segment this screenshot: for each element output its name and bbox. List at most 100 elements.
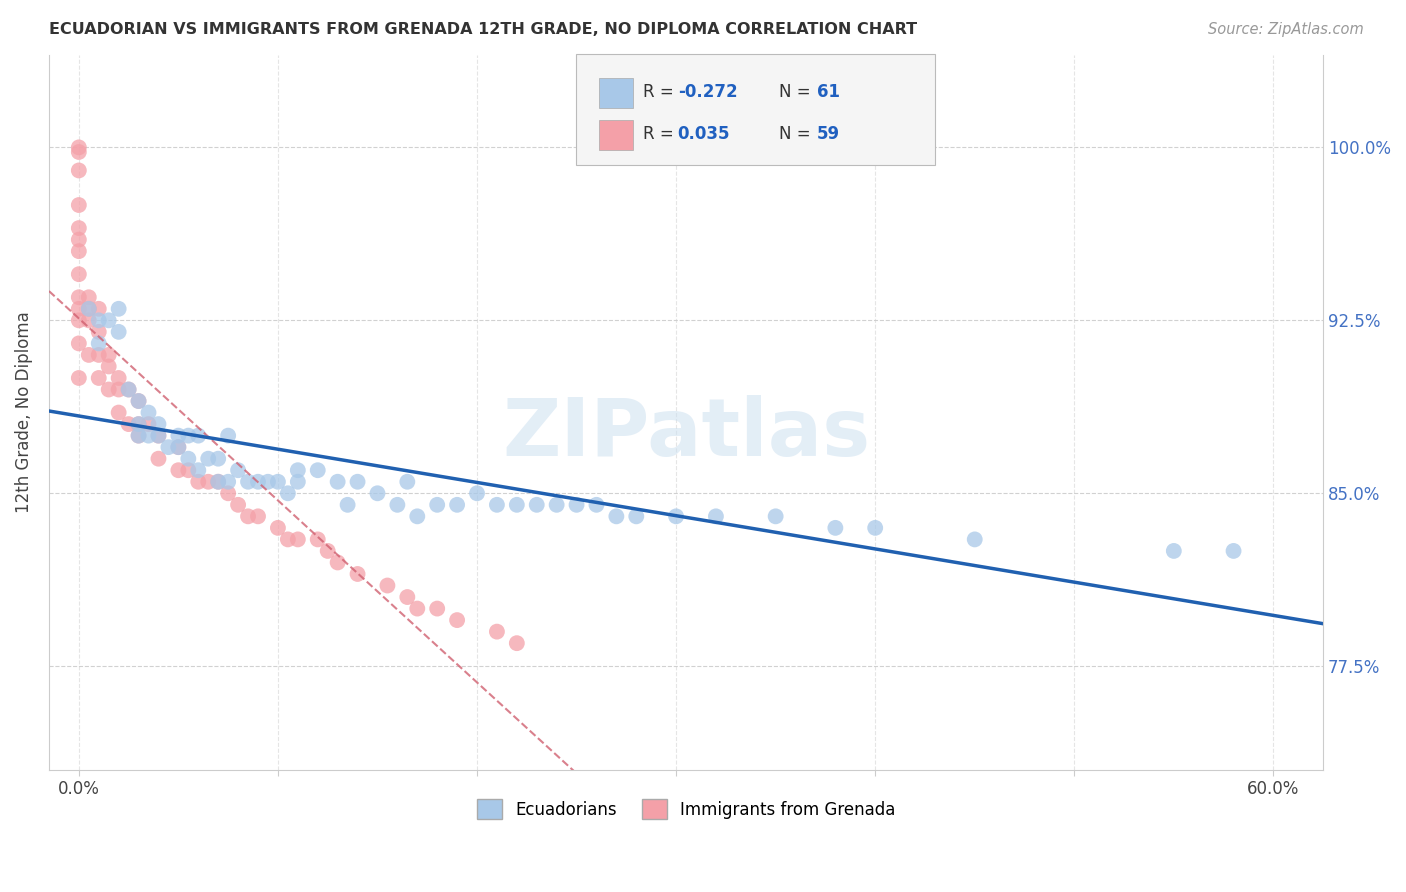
Point [207, 475, 229, 489]
Point [406, 509, 429, 524]
Point [446, 613, 468, 627]
Point [187, 428, 209, 442]
Point [107, 406, 129, 420]
Text: 59: 59 [817, 125, 839, 143]
Point [326, 475, 349, 489]
Text: -0.272: -0.272 [678, 83, 737, 101]
Point [863, 521, 886, 535]
Point [128, 428, 150, 442]
Text: ZIPatlas: ZIPatlas [502, 395, 870, 473]
Y-axis label: 12th Grade, No Diploma: 12th Grade, No Diploma [15, 311, 32, 514]
Text: R =: R = [643, 83, 679, 101]
Point [1163, 544, 1185, 558]
Point [77, 301, 100, 316]
Point [67, 267, 90, 281]
Point [87, 371, 110, 385]
Point [396, 590, 419, 604]
Point [307, 463, 329, 477]
Point [197, 451, 219, 466]
Point [87, 336, 110, 351]
Legend: Ecuadorians, Immigrants from Grenada: Ecuadorians, Immigrants from Grenada [470, 792, 903, 826]
Point [138, 428, 160, 442]
Point [67, 221, 90, 235]
Point [526, 498, 548, 512]
Point [148, 451, 170, 466]
Point [187, 463, 209, 477]
Point [138, 417, 160, 431]
Point [626, 509, 648, 524]
Point [177, 451, 200, 466]
Point [97, 359, 120, 374]
Point [704, 509, 727, 524]
Point [67, 198, 90, 212]
Text: N =: N = [779, 83, 815, 101]
Point [257, 475, 280, 489]
Point [287, 463, 309, 477]
Point [167, 440, 190, 454]
Point [824, 521, 846, 535]
Point [67, 244, 90, 259]
Point [406, 601, 429, 615]
Point [77, 313, 100, 327]
Point [187, 475, 209, 489]
Point [107, 371, 129, 385]
Point [157, 440, 180, 454]
Point [605, 509, 627, 524]
Point [426, 601, 449, 615]
Point [117, 383, 139, 397]
Point [128, 428, 150, 442]
Point [67, 140, 90, 154]
Point [87, 325, 110, 339]
Point [87, 348, 110, 362]
Point [236, 509, 259, 524]
Point [67, 145, 90, 159]
Point [117, 417, 139, 431]
Point [277, 533, 299, 547]
Point [107, 301, 129, 316]
Point [346, 475, 368, 489]
Point [336, 498, 359, 512]
Text: R =: R = [643, 125, 679, 143]
Point [77, 290, 100, 304]
Point [87, 313, 110, 327]
Point [506, 498, 529, 512]
Point [267, 475, 290, 489]
Point [197, 475, 219, 489]
Point [67, 163, 90, 178]
Text: 61: 61 [817, 83, 839, 101]
Point [485, 498, 508, 512]
Point [97, 348, 120, 362]
Point [217, 486, 239, 500]
Point [128, 394, 150, 409]
Point [128, 417, 150, 431]
Point [1222, 544, 1244, 558]
Text: 0.035: 0.035 [678, 125, 730, 143]
Point [546, 498, 568, 512]
Point [217, 475, 239, 489]
Point [366, 486, 388, 500]
Point [107, 383, 129, 397]
Point [148, 417, 170, 431]
Point [77, 301, 100, 316]
Point [287, 475, 309, 489]
Point [67, 233, 90, 247]
Point [287, 533, 309, 547]
Point [485, 624, 508, 639]
Point [396, 475, 419, 489]
Point [67, 290, 90, 304]
Point [67, 371, 90, 385]
Point [506, 636, 529, 650]
Point [465, 486, 488, 500]
Point [148, 428, 170, 442]
Point [167, 428, 190, 442]
Point [377, 578, 399, 592]
Point [277, 486, 299, 500]
Point [426, 498, 449, 512]
Point [107, 325, 129, 339]
Point [97, 383, 120, 397]
Point [665, 509, 688, 524]
Point [128, 394, 150, 409]
Text: N =: N = [779, 125, 815, 143]
Point [585, 498, 607, 512]
Point [67, 301, 90, 316]
